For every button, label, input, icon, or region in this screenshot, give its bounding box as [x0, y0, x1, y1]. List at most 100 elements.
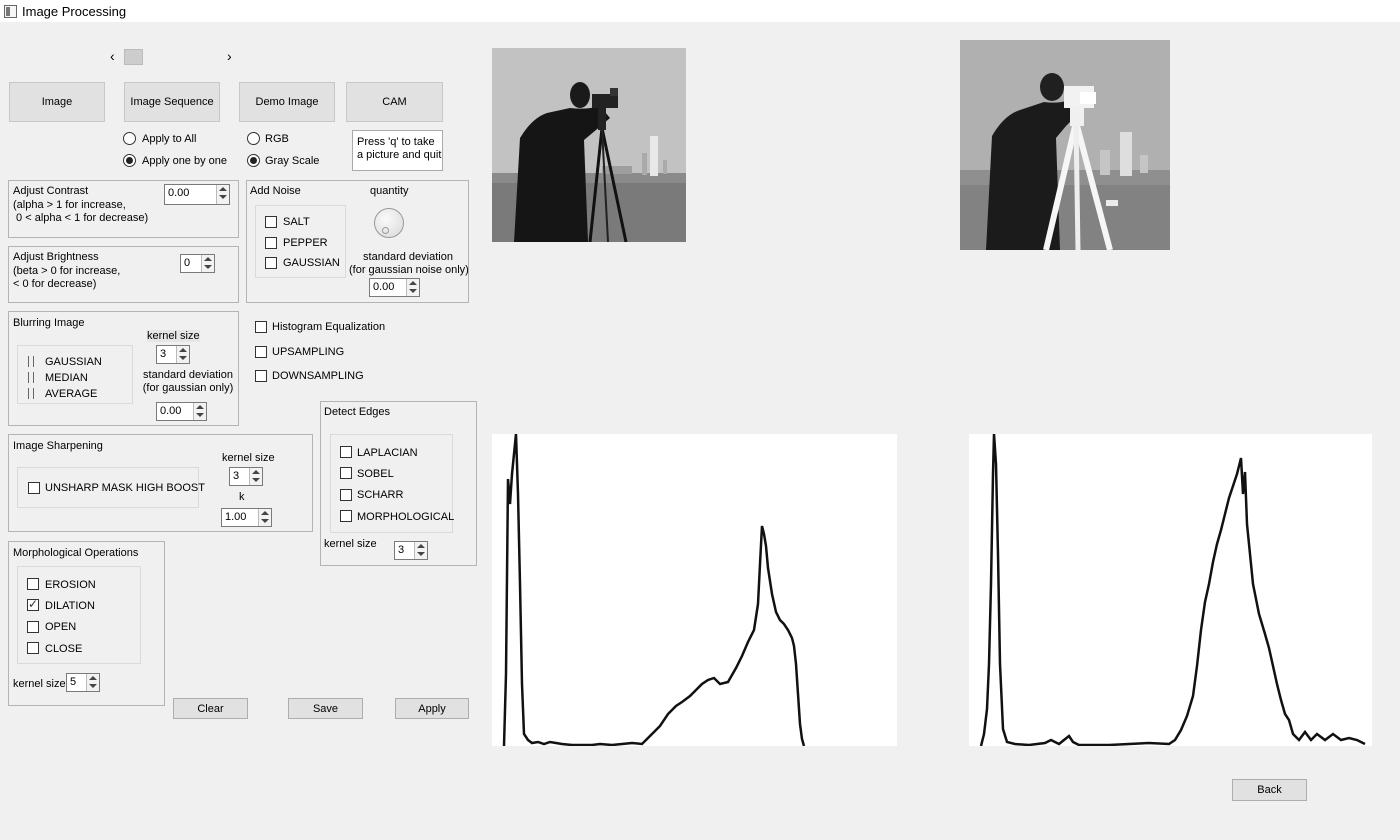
app-icon	[4, 5, 17, 18]
slider-right-arrow-icon[interactable]: ›	[227, 48, 232, 64]
close-checkbox[interactable]	[27, 642, 39, 654]
edges-kernel-spinbox[interactable]: 3	[394, 541, 428, 560]
noise-std-value: 0.00	[373, 281, 395, 293]
k-spin-arrows-icon[interactable]	[258, 509, 271, 526]
quantity-dial[interactable]	[374, 208, 404, 238]
brightness-description: (beta > 0 for increase, < 0 for decrease…	[13, 265, 121, 290]
edges-title: Detect Edges	[324, 406, 391, 418]
image-button[interactable]: Image	[9, 82, 105, 122]
blur-std-value: 0.00	[160, 405, 182, 417]
demo-image-button[interactable]: Demo Image	[239, 82, 335, 122]
cam-button[interactable]: CAM	[346, 82, 443, 122]
sharpen-title: Image Sharpening	[13, 440, 103, 452]
gaussian-blur-label: GAUSSIAN	[45, 356, 102, 368]
sharpen-kernel-spinbox[interactable]: 3	[229, 467, 263, 486]
blur-kernel-label: kernel size	[147, 330, 200, 342]
contrast-spinbox[interactable]: 0.00	[164, 184, 230, 205]
erosion-label: EROSION	[45, 579, 96, 591]
morph-kernel-value: 5	[70, 676, 77, 688]
median-blur-checkbox[interactable]	[28, 372, 34, 383]
clear-button[interactable]: Clear	[173, 698, 248, 719]
cam-note-box: Press 'q' to take a picture and quit	[352, 130, 443, 171]
average-blur-checkbox[interactable]	[28, 388, 34, 399]
apply-to-all-radio[interactable]	[123, 132, 136, 145]
brightness-title: Adjust Brightness	[13, 251, 99, 263]
open-checkbox[interactable]	[27, 621, 39, 633]
cam-note-text: Press 'q' to take a picture and quit	[357, 136, 442, 161]
salt-label: SALT	[283, 216, 310, 228]
processed-histogram-plot	[979, 433, 1366, 747]
salt-checkbox[interactable]	[265, 216, 277, 228]
image-sequence-button[interactable]: Image Sequence	[124, 82, 220, 122]
contrast-value: 0.00	[168, 187, 190, 199]
dilation-label: DILATION	[45, 600, 95, 612]
noise-std-spin-arrows-icon[interactable]	[406, 279, 419, 296]
downsampling-label: DOWNSAMPLING	[272, 370, 364, 382]
slider-thumb[interactable]	[124, 49, 143, 65]
slider-left-arrow-icon[interactable]: ‹	[110, 48, 115, 64]
morph-kernel-spinbox[interactable]: 5	[66, 673, 100, 692]
apply-button[interactable]: Apply	[395, 698, 469, 719]
add-noise-group: Add Noise SALT PEPPER GAUSSIAN quantity …	[246, 180, 469, 303]
scharr-checkbox[interactable]	[340, 489, 352, 501]
laplacian-label: LAPLACIAN	[357, 447, 418, 459]
open-label: OPEN	[45, 621, 77, 633]
gray-scale-radio[interactable]	[247, 154, 260, 167]
blur-kernel-spinbox[interactable]: 3	[156, 345, 190, 364]
rgb-radio[interactable]	[247, 132, 260, 145]
contrast-spin-arrows-icon[interactable]	[216, 185, 229, 204]
apply-one-by-one-radio[interactable]	[123, 154, 136, 167]
sharpen-kernel-spin-arrows-icon[interactable]	[249, 468, 262, 485]
quantity-label: quantity	[370, 185, 409, 197]
laplacian-checkbox[interactable]	[340, 446, 352, 458]
morphological-edge-label: MORPHOLOGICAL	[357, 511, 455, 523]
brightness-spinbox[interactable]: 0	[180, 254, 215, 273]
dilation-checkbox[interactable]	[27, 597, 39, 611]
save-button[interactable]: Save	[288, 698, 363, 719]
processed-histogram	[969, 433, 1372, 747]
title-bar: Image Processing	[0, 0, 1400, 22]
blur-options-box: GAUSSIAN MEDIAN AVERAGE	[17, 345, 133, 404]
k-spinbox[interactable]: 1.00	[221, 508, 272, 527]
noise-title: Add Noise	[250, 185, 301, 197]
blur-std-spinbox[interactable]: 0.00	[156, 402, 207, 421]
rgb-label: RGB	[265, 133, 289, 145]
histogram-equalization-checkbox[interactable]	[255, 321, 267, 333]
image-sharpening-group: Image Sharpening UNSHARP MASK HIGH BOOST…	[8, 434, 313, 532]
brightness-spin-arrows-icon[interactable]	[201, 255, 214, 272]
edges-kernel-spin-arrows-icon[interactable]	[414, 542, 427, 559]
close-label: CLOSE	[45, 643, 83, 655]
adjust-contrast-group: Adjust Contrast (alpha > 1 for increase,…	[8, 180, 239, 238]
downsampling-checkbox[interactable]	[255, 370, 267, 382]
back-button[interactable]: Back	[1232, 779, 1307, 801]
processed-image	[960, 40, 1170, 250]
morphological-edge-checkbox[interactable]	[340, 510, 352, 522]
processed-photo	[960, 40, 1170, 250]
sharpen-kernel-label: kernel size	[222, 452, 275, 464]
morphological-operations-group: Morphological Operations EROSION DILATIO…	[8, 541, 165, 706]
original-image	[492, 48, 686, 242]
upsampling-label: UPSAMPLING	[272, 346, 345, 358]
contrast-description: (alpha > 1 for increase, 0 < alpha < 1 f…	[13, 199, 149, 224]
blur-std-label: standard deviation (for gaussian only)	[142, 369, 234, 394]
upsampling-checkbox[interactable]	[255, 346, 267, 358]
detect-edges-group: Detect Edges LAPLACIAN SOBEL SCHARR MORP…	[320, 401, 477, 566]
gaussian-blur-checkbox[interactable]	[28, 356, 34, 367]
blur-std-spin-arrows-icon[interactable]	[193, 403, 206, 420]
morph-kernel-spin-arrows-icon[interactable]	[86, 674, 99, 691]
median-blur-label: MEDIAN	[45, 372, 88, 384]
blur-kernel-spin-arrows-icon[interactable]	[176, 346, 189, 363]
pepper-label: PEPPER	[283, 237, 328, 249]
sobel-label: SOBEL	[357, 468, 394, 480]
erosion-checkbox[interactable]	[27, 578, 39, 590]
apply-one-by-one-label: Apply one by one	[142, 155, 228, 167]
morph-title: Morphological Operations	[13, 547, 139, 559]
gaussian-noise-checkbox[interactable]	[265, 257, 277, 269]
k-value: 1.00	[225, 511, 247, 523]
k-label: k	[239, 491, 245, 503]
sobel-checkbox[interactable]	[340, 467, 352, 479]
noise-std-spinbox[interactable]: 0.00	[369, 278, 420, 297]
edges-kernel-value: 3	[398, 544, 405, 556]
unsharp-mask-checkbox[interactable]	[28, 482, 40, 494]
pepper-checkbox[interactable]	[265, 237, 277, 249]
